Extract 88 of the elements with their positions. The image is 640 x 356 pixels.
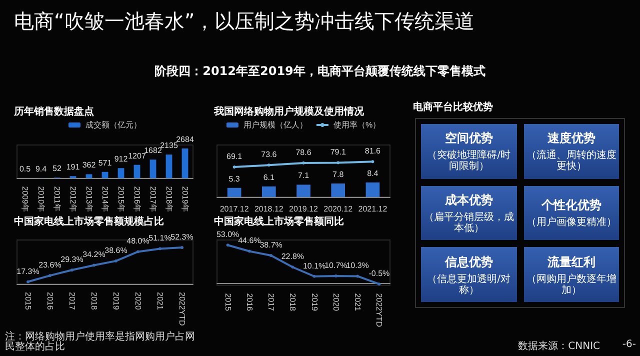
- data-label: 51.1%: [148, 234, 172, 243]
- x-tick-label: 2009年: [20, 186, 30, 212]
- data-label: 38.6%: [104, 246, 128, 255]
- source-note: 数据来源：CNNIC: [518, 340, 600, 353]
- x-tick-label: 2017年: [148, 186, 158, 212]
- legend-label: 成交额（亿元）: [86, 120, 142, 130]
- data-label: 191: [66, 162, 80, 172]
- data-label: 23.6%: [38, 260, 62, 270]
- x-tick-label: 2019.12: [289, 204, 319, 214]
- data-label: 7.8: [332, 170, 344, 179]
- data-label: 78.6: [296, 148, 312, 157]
- x-tick-label: 2017.12: [220, 204, 250, 214]
- x-tick-label: 2015年: [116, 186, 126, 212]
- x-tick-label: 2019年: [180, 186, 190, 212]
- data-label: 73.6: [261, 150, 278, 160]
- data-label: 53.0%: [216, 230, 240, 240]
- x-tick-label: 2015: [24, 292, 32, 310]
- advantage-tile: 个性化优势 （用户画像更精准）: [524, 186, 619, 240]
- x-tick-label: 2015: [223, 293, 232, 312]
- data-label: 0.5: [19, 164, 32, 174]
- data-label: 38.7%: [260, 240, 282, 250]
- advantage-tile: 成本优势 （扁平分销层级，成本低）: [421, 186, 516, 240]
- x-tick-label: 2022YTD: [374, 293, 384, 328]
- advantage-tile: 空间优势 （突破地理障碍/时间限制）: [421, 124, 516, 179]
- text: 电商“吹皱一池春水”，以压制之势冲击线下传统渠道: [14, 8, 475, 35]
- text: 电商平台比较优势: [413, 100, 493, 114]
- x-tick-label: 2011年: [52, 186, 62, 212]
- data-label: 29.3%: [60, 255, 84, 264]
- chart-title: 历年销售数据盘点: [13, 106, 94, 118]
- chart-title: 中国家电线上市场零售额同比: [214, 216, 344, 228]
- data-label: 912: [114, 154, 128, 164]
- data-label: 34.2%: [82, 250, 106, 260]
- x-tick-label: 2020: [331, 293, 340, 312]
- x-tick-label: 2012年: [68, 186, 78, 212]
- data-label: 7.1: [298, 171, 310, 180]
- legend-label: 使用率（%）: [333, 120, 381, 130]
- x-tick-label: 2016年: [132, 186, 142, 212]
- data-label: 79.1: [330, 148, 346, 157]
- advantage-tile: 流量红利 （网购用户数逐年增加）: [524, 247, 619, 302]
- data-label: 5.3: [228, 174, 240, 184]
- x-tick-label: 2010年: [36, 186, 46, 212]
- text: -6-: [622, 339, 636, 350]
- data-label: 48.0%: [126, 236, 150, 246]
- data-label: 17.3%: [16, 266, 40, 276]
- data-label: 52.3%: [170, 232, 194, 242]
- x-tick-label: 2019: [112, 292, 120, 310]
- x-tick-label: 2020: [134, 292, 142, 310]
- x-tick-label: 2018: [90, 292, 98, 310]
- data-label: 2684: [176, 134, 194, 144]
- x-tick-label: 2018年: [164, 186, 174, 212]
- data-label: 10.7%: [324, 260, 348, 270]
- x-tick-label: 2021.12: [358, 204, 388, 214]
- data-label: 362: [82, 160, 96, 170]
- x-tick-label: 2022YTD: [178, 292, 186, 326]
- x-tick-label: 2020.12: [324, 204, 354, 214]
- x-tick-label: 2021: [156, 292, 164, 310]
- data-label: 52: [52, 164, 62, 174]
- text: 阶段四：2012年至2019年，电商平台颠覆传统线下零售模式: [154, 63, 486, 80]
- data-label: 2135: [160, 141, 178, 150]
- advantage-tile: 信息优势 （信息更加透明/对称）: [421, 247, 516, 302]
- x-tick-label: 2017: [266, 293, 276, 312]
- data-label: -0.5%: [368, 269, 390, 278]
- x-tick-label: 2018.12: [254, 204, 284, 214]
- chart-title: 中国家电线上市场零售额规模占比: [14, 216, 164, 228]
- advantage-tile: 速度优势 （流通、周转的速度更快）: [524, 124, 619, 179]
- chart-title: 我国网络购物用户规模及使用情况: [213, 106, 365, 118]
- data-label: 22.8%: [281, 252, 304, 262]
- data-label: 81.6: [364, 146, 382, 156]
- data-label: 1207: [128, 151, 146, 160]
- x-tick-label: 2021: [353, 293, 362, 312]
- data-label: 10.1%: [302, 261, 326, 270]
- legend-label: 用户规模（亿人）: [243, 120, 308, 130]
- x-tick-label: 2016: [46, 292, 54, 310]
- x-tick-label: 2018: [288, 293, 298, 312]
- x-tick-label: 2014年: [100, 186, 110, 212]
- x-tick-label: 2013年: [84, 186, 94, 212]
- x-tick-label: 2017: [68, 292, 76, 310]
- data-label: 44.6%: [238, 236, 261, 246]
- x-tick-label: 2016: [244, 293, 254, 312]
- data-label: 8.4: [367, 168, 379, 178]
- data-label: 69.1: [226, 152, 243, 162]
- text: 注：网络购物用户使用率是指网购用户占网民整体的占比: [5, 330, 195, 352]
- data-label: 571: [98, 158, 112, 168]
- data-label: 9.4: [35, 164, 48, 174]
- data-label: 6.1: [263, 172, 276, 182]
- data-label: 10.3%: [346, 261, 369, 270]
- data-label: 1682: [144, 146, 162, 156]
- x-tick-label: 2019: [310, 293, 319, 312]
